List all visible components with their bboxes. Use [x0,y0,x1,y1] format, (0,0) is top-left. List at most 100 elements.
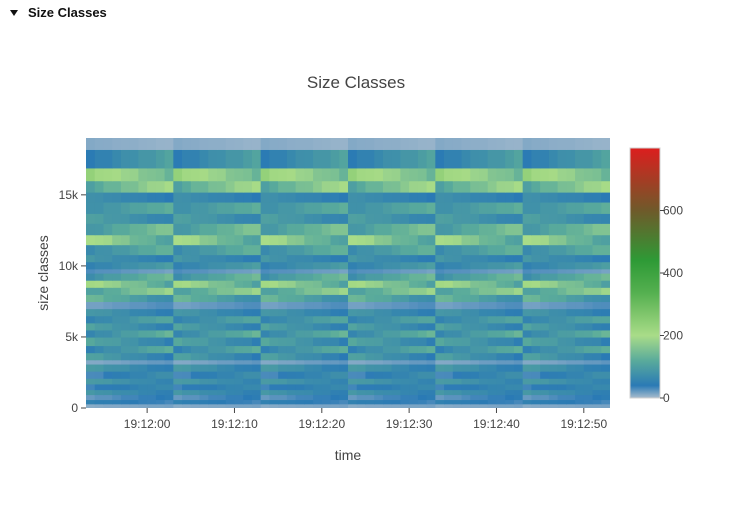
heatmap-cell [400,138,410,150]
heatmap-cell [304,345,314,354]
heatmap-cell [548,167,559,182]
heatmap-cell [531,213,541,224]
caret-down-icon[interactable] [10,9,18,16]
heatmap-cell [164,294,174,303]
heatmap-cell [487,322,498,331]
heatmap-cell [208,301,218,310]
heatmap-cell [251,403,262,408]
heatmap-cell [374,363,384,372]
heatmap-cell [260,192,270,203]
heatmap-cell [138,234,148,246]
heatmap-cell [208,345,218,354]
heatmap-cell [339,244,349,256]
heatmap-cell [365,268,375,274]
heatmap-cell [164,180,174,193]
heatmap-cell [592,167,602,182]
heatmap-cell [513,167,524,182]
heatmap-cell [190,192,201,203]
heatmap-cell [295,254,305,263]
heatmap-cell [147,280,157,288]
heatmap-cell [208,280,218,288]
heatmap-cell [112,167,122,182]
heatmap-cell [426,223,436,236]
heatmap-cell [348,315,358,324]
heatmap-cell [190,383,201,391]
heatmap-cell [103,223,113,236]
heatmap-cell [286,167,297,182]
heatmap-cell [260,280,270,288]
heatmap-cell [496,329,506,338]
heatmap-cell [505,352,515,361]
heatmap-cell [234,322,244,331]
heatmap-cell [583,378,594,385]
heatmap-cell [86,213,96,224]
heatmap-cell [321,149,332,169]
heatmap-cell [164,394,174,401]
heatmap-cell [269,287,279,295]
heatmap-cell [513,359,524,365]
heatmap-cell [487,399,498,405]
heatmap-cell [330,223,340,236]
heatmap-cell [435,268,445,274]
heatmap-cell [112,315,122,324]
heatmap-cell [365,399,375,405]
heatmap-cell [461,301,471,310]
heatmap-cell [505,329,515,338]
heatmap-cell [330,359,340,365]
heatmap-cell [313,201,323,214]
heatmap-cell [348,371,358,379]
heatmap-cell [138,329,148,338]
heatmap-cell [496,403,506,408]
heatmap-cell [548,180,559,193]
heatmap-cell [470,244,480,256]
heatmap-cell [260,167,270,182]
heatmap-cell [147,378,157,385]
heatmap-cell [243,149,253,169]
x-axis: 19:12:00 19:12:10 19:12:20 19:12:30 19:12:40… [124,408,607,431]
heatmap-cell [278,301,288,310]
heatmap-cell [86,336,96,347]
heatmap-cell [479,223,489,236]
heatmap-cell [513,138,524,150]
heatmap-cell [391,308,401,317]
heatmap-cell [435,363,445,372]
heatmap-cell [592,378,602,385]
heatmap-cell [173,223,183,236]
heatmap-cell [487,273,498,281]
heatmap-cell [575,345,585,354]
heatmap-cell [548,363,559,372]
heatmap-cell [452,268,463,274]
heatmap-cell [190,167,201,182]
heatmap-cell [129,213,139,224]
heatmap-cell [234,345,244,354]
heatmap-cell [444,273,454,281]
heatmap-cell [479,234,489,246]
heatmap-cell [103,371,113,379]
heatmap-cell [391,322,401,331]
heatmap-cell [444,394,454,401]
heatmap-cell [374,336,384,347]
heatmap-cell [243,329,253,338]
heatmap-cell [452,315,463,324]
heatmap-cell [286,308,297,317]
heatmap-cell [217,138,227,150]
heatmap-cell [86,301,96,310]
heatmap-cell [601,359,610,365]
heatmap-cell [566,287,576,295]
heatmap-cell [164,383,174,391]
heatmap-cell [452,254,463,263]
heatmap-cell [382,254,393,263]
heatmap-cell [575,244,585,256]
heatmap-cell [190,261,201,270]
heatmap-cell [225,345,236,354]
heatmap-cell [548,399,559,405]
heatmap-cell [382,234,393,246]
section-header[interactable]: Size Classes [10,3,107,21]
heatmap-cell [513,287,524,295]
heatmap-cell [461,403,471,408]
heatmap-cell [138,403,148,408]
heatmap-cell [251,273,262,281]
heatmap-cell [409,273,419,281]
heatmap-cell [575,273,585,281]
heatmap-cell [566,149,576,169]
